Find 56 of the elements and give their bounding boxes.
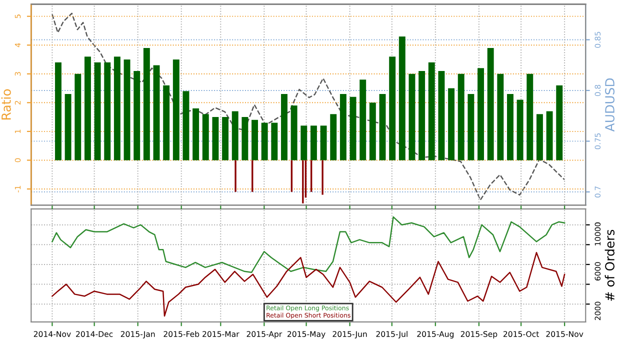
bar (340, 94, 346, 160)
bar (124, 59, 130, 160)
bar (408, 74, 416, 160)
bar (172, 59, 180, 160)
bar (290, 106, 298, 160)
y-axis-title: Ratio (1, 89, 11, 120)
bar (163, 85, 170, 160)
bar (134, 70, 140, 160)
bar (330, 114, 337, 160)
bar (379, 94, 386, 160)
bar (271, 122, 278, 160)
bar (398, 36, 406, 160)
bar (350, 96, 356, 160)
bar (526, 74, 534, 160)
bar (252, 120, 258, 160)
bar (222, 117, 229, 160)
bar (320, 126, 327, 160)
bar (458, 74, 464, 160)
bar (114, 56, 120, 160)
bar (468, 94, 474, 160)
bar (507, 94, 514, 160)
bar (104, 62, 111, 160)
bar (389, 56, 396, 160)
bar (487, 48, 494, 160)
bar (55, 62, 62, 160)
bar (281, 94, 288, 160)
bar (438, 70, 445, 160)
bar (84, 56, 91, 160)
bar (448, 88, 455, 160)
bar (497, 74, 504, 160)
bar (546, 111, 553, 160)
bar (143, 48, 150, 160)
bar (418, 70, 426, 160)
bar (261, 122, 268, 160)
bar (212, 117, 219, 160)
bar (360, 80, 366, 160)
bar (232, 111, 238, 160)
bar (478, 68, 484, 160)
y2-axis-title: AUDUSD (605, 78, 614, 132)
bar (536, 114, 543, 160)
bar (516, 100, 524, 160)
bar (300, 126, 308, 160)
line-series (52, 12, 566, 201)
bar (556, 85, 563, 160)
bar (202, 114, 209, 160)
bar (242, 117, 248, 160)
bar (74, 74, 82, 160)
bar (182, 91, 190, 160)
bar (64, 94, 72, 160)
bar (428, 62, 435, 160)
bar (369, 102, 376, 160)
bar (192, 108, 200, 160)
bar (153, 65, 160, 160)
y-axis-title: # of Orders (604, 230, 614, 301)
bar (310, 126, 317, 160)
bar (94, 62, 101, 160)
